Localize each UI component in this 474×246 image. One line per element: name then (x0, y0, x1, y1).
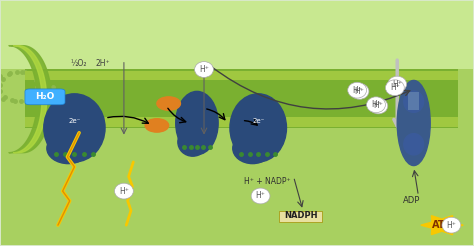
Ellipse shape (404, 91, 424, 112)
Text: H⁺: H⁺ (352, 86, 362, 95)
Text: H₂O: H₂O (36, 92, 55, 101)
FancyBboxPatch shape (408, 92, 419, 110)
FancyBboxPatch shape (25, 71, 458, 80)
Text: H⁺: H⁺ (199, 65, 209, 74)
FancyBboxPatch shape (25, 89, 65, 105)
Text: 2e⁻: 2e⁻ (252, 118, 264, 123)
Ellipse shape (115, 183, 133, 199)
Text: ADP: ADP (403, 196, 420, 205)
Ellipse shape (233, 133, 273, 164)
Text: H⁺: H⁺ (392, 80, 402, 89)
Ellipse shape (251, 188, 270, 204)
Text: H⁺: H⁺ (390, 83, 400, 92)
FancyBboxPatch shape (279, 211, 322, 221)
Text: H⁺: H⁺ (374, 101, 383, 110)
Ellipse shape (442, 217, 461, 233)
Text: H⁺: H⁺ (255, 191, 265, 200)
Ellipse shape (388, 76, 407, 92)
Ellipse shape (195, 62, 213, 77)
Ellipse shape (157, 97, 181, 110)
Ellipse shape (176, 91, 218, 155)
FancyBboxPatch shape (1, 1, 473, 69)
Ellipse shape (385, 80, 404, 96)
Ellipse shape (350, 83, 369, 99)
FancyBboxPatch shape (1, 69, 473, 245)
Ellipse shape (404, 134, 424, 155)
Ellipse shape (145, 119, 169, 132)
Ellipse shape (47, 133, 90, 164)
FancyBboxPatch shape (25, 117, 458, 127)
Ellipse shape (230, 94, 286, 162)
Text: ATP: ATP (432, 220, 452, 230)
Text: 2H⁺: 2H⁺ (95, 59, 110, 68)
Ellipse shape (369, 98, 388, 114)
Text: H⁺: H⁺ (355, 87, 365, 96)
Ellipse shape (348, 82, 366, 98)
Ellipse shape (44, 94, 105, 162)
Ellipse shape (366, 97, 385, 113)
Text: H⁺ + NADP⁺: H⁺ + NADP⁺ (244, 177, 291, 186)
Ellipse shape (397, 80, 430, 166)
Text: 2e⁻: 2e⁻ (68, 118, 81, 123)
Text: NADPH: NADPH (284, 211, 318, 220)
Polygon shape (421, 216, 463, 235)
Ellipse shape (178, 128, 208, 156)
Text: H⁺: H⁺ (119, 187, 129, 196)
Text: H⁺: H⁺ (371, 100, 381, 109)
Text: H⁺: H⁺ (447, 221, 456, 230)
FancyBboxPatch shape (25, 69, 458, 128)
Text: ½O₂: ½O₂ (71, 59, 87, 68)
